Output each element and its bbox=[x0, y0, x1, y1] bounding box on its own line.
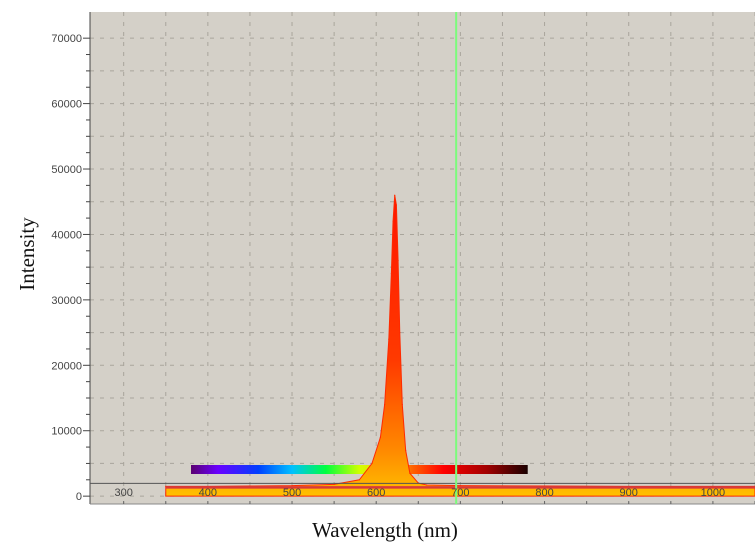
series-point bbox=[394, 194, 396, 196]
x-tick-label: 600 bbox=[367, 487, 385, 499]
series-point bbox=[333, 483, 335, 485]
x-tick-label: 300 bbox=[114, 487, 132, 499]
y-tick-label: 20000 bbox=[51, 360, 82, 372]
series-point bbox=[426, 484, 428, 486]
y-tick-label: 30000 bbox=[51, 295, 82, 307]
x-axis-title: Wavelength (nm) bbox=[312, 518, 458, 542]
y-tick-label: 10000 bbox=[51, 426, 82, 438]
series-point bbox=[392, 220, 394, 222]
x-tick-label: 700 bbox=[451, 487, 469, 499]
y-tick-label: 70000 bbox=[51, 33, 82, 45]
x-tick-label: 1000 bbox=[701, 487, 725, 499]
y-tick-label: 0 bbox=[76, 491, 82, 503]
series-point bbox=[371, 462, 373, 465]
y-tick-label: 40000 bbox=[51, 229, 82, 241]
overlay-lines bbox=[90, 12, 755, 504]
x-tick-label: 400 bbox=[199, 487, 217, 499]
series-point bbox=[405, 449, 407, 451]
visible-spectrum-gradient bbox=[191, 465, 528, 474]
tick-labels: 0 10000 20000 30000 40000 50000 60000 70000 300 4… bbox=[51, 33, 725, 503]
series-point bbox=[388, 338, 390, 340]
series-point bbox=[401, 403, 403, 406]
series-point bbox=[291, 485, 293, 487]
series-point bbox=[395, 204, 398, 206]
plot-area bbox=[90, 12, 755, 504]
x-tick-label: 800 bbox=[535, 487, 553, 499]
x-tick-label: 900 bbox=[620, 487, 638, 499]
y-axis-title: Intensity bbox=[15, 217, 39, 291]
series-point bbox=[390, 273, 392, 275]
axes bbox=[83, 12, 755, 505]
series-point bbox=[397, 260, 399, 262]
series-point bbox=[379, 436, 382, 438]
series-point bbox=[459, 485, 461, 487]
x-tick-label: 500 bbox=[283, 487, 301, 499]
y-tick-label: 60000 bbox=[51, 99, 82, 111]
y-tick-label: 50000 bbox=[51, 164, 82, 176]
series-point bbox=[409, 472, 411, 474]
series-point bbox=[384, 403, 386, 406]
series-point bbox=[399, 331, 401, 334]
series-point bbox=[358, 479, 360, 481]
color-spectrum-bar bbox=[191, 465, 528, 474]
